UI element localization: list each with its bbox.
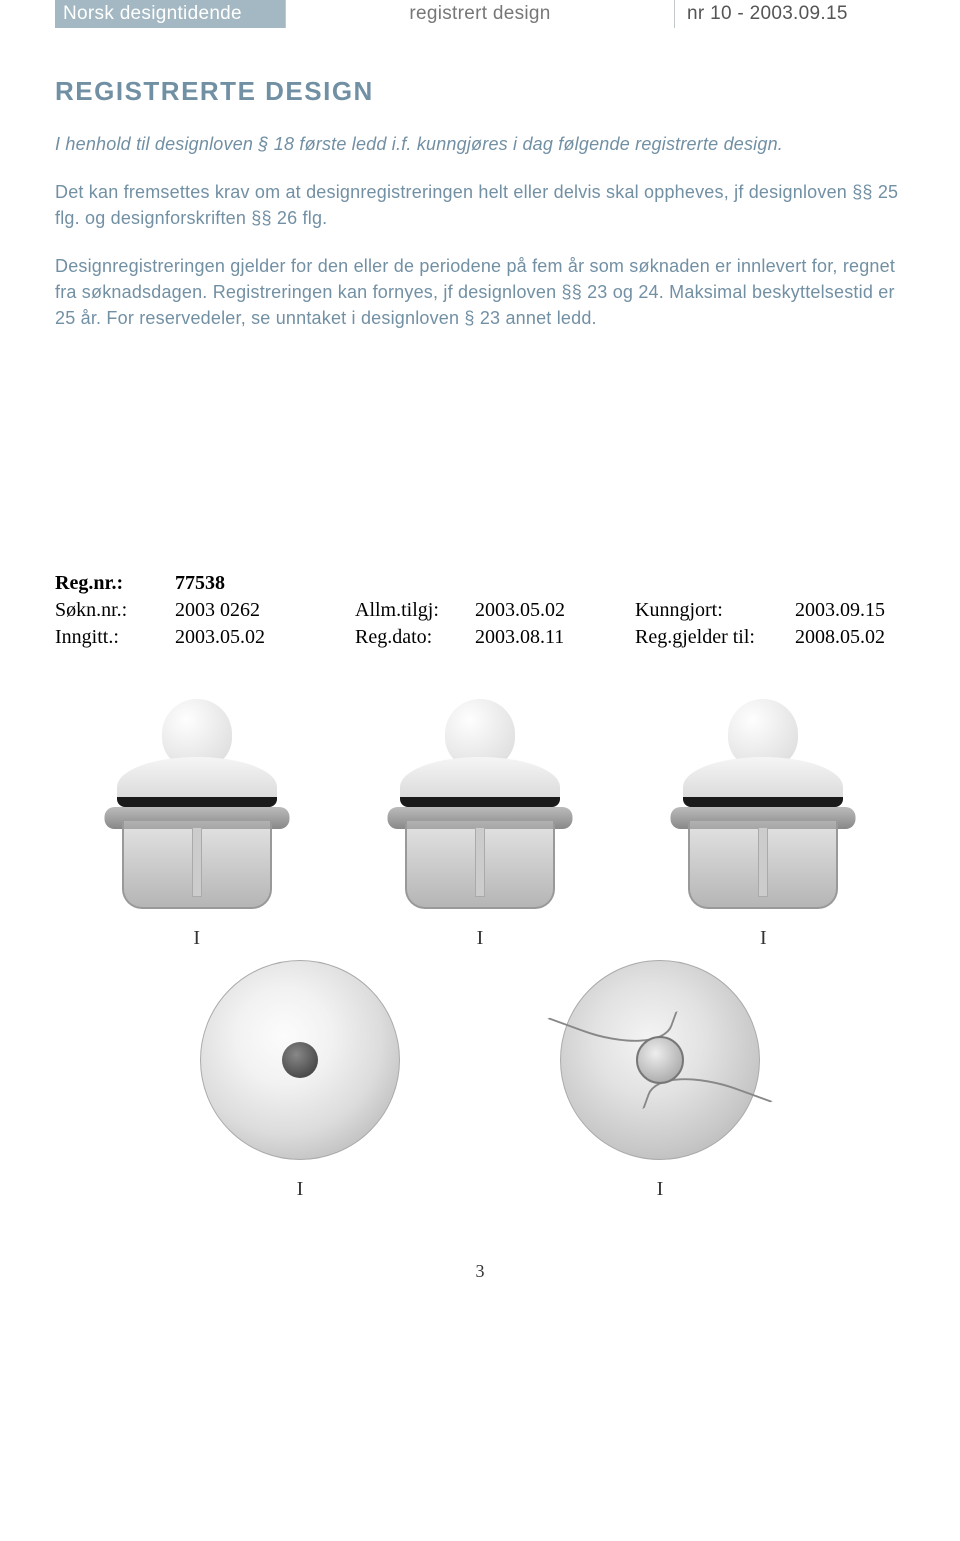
kunn-label: Kunngjort: (635, 599, 795, 622)
allm-value: 2003.05.02 (475, 599, 635, 622)
figure-4-label: I (297, 1178, 304, 1201)
reg-row-regnr: Reg.nr.: 77538 (55, 572, 905, 595)
registration-block: Reg.nr.: 77538 Søkn.nr.: 2003 0262 Allm.… (55, 572, 905, 649)
header-publication-title: Norsk designtidende (55, 0, 285, 28)
chopper-front-icon (102, 699, 292, 909)
figure-4: I (200, 960, 400, 1201)
sokn-label: Søkn.nr.: (55, 599, 175, 622)
figure-row-2: I I (55, 960, 905, 1201)
figure-3: I (668, 699, 858, 950)
figure-5: I (560, 960, 760, 1201)
figure-2: I (385, 699, 575, 950)
page: Norsk designtidende registrert design nr… (0, 0, 960, 1322)
header-section: registrert design (285, 0, 675, 28)
body-paragraph-1: Det kan fremsettes krav om at designregi… (55, 179, 905, 231)
regnr-value: 77538 (175, 572, 355, 595)
gjeld-value: 2008.05.02 (795, 626, 885, 649)
regdato-label: Reg.dato: (355, 626, 475, 649)
figure-2-label: I (477, 927, 484, 950)
section-title: REGISTRERTE DESIGN (55, 76, 905, 107)
chopper-angle-icon (668, 699, 858, 909)
intro-paragraph: I henhold til designloven § 18 første le… (55, 131, 905, 157)
reg-row-inng: Inngitt.: 2003.05.02 Reg.dato: 2003.08.1… (55, 626, 905, 649)
reg-row-sokn: Søkn.nr.: 2003 0262 Allm.tilgj: 2003.05.… (55, 599, 905, 622)
kunn-value: 2003.09.15 (795, 599, 885, 622)
body-paragraph-2: Designregistreringen gjelder for den ell… (55, 253, 905, 331)
figure-3-label: I (760, 927, 767, 950)
figure-5-label: I (657, 1178, 664, 1201)
regnr-label: Reg.nr.: (55, 572, 175, 595)
figure-row-1: I I I (55, 699, 905, 950)
figure-1-label: I (193, 927, 200, 950)
regdato-value: 2003.08.11 (475, 626, 635, 649)
allm-label: Allm.tilgj: (355, 599, 475, 622)
inng-value: 2003.05.02 (175, 626, 355, 649)
figure-1: I (102, 699, 292, 950)
figures-area: I I I I (55, 699, 905, 1201)
chopper-blade-icon (560, 960, 760, 1160)
chopper-top-icon (200, 960, 400, 1160)
chopper-side-icon (385, 699, 575, 909)
header-bar: Norsk designtidende registrert design nr… (55, 0, 905, 28)
inng-label: Inngitt.: (55, 626, 175, 649)
sokn-value: 2003 0262 (175, 599, 355, 622)
header-issue: nr 10 - 2003.09.15 (675, 0, 905, 28)
gjeld-label: Reg.gjelder til: (635, 626, 795, 649)
page-number: 3 (55, 1261, 905, 1282)
